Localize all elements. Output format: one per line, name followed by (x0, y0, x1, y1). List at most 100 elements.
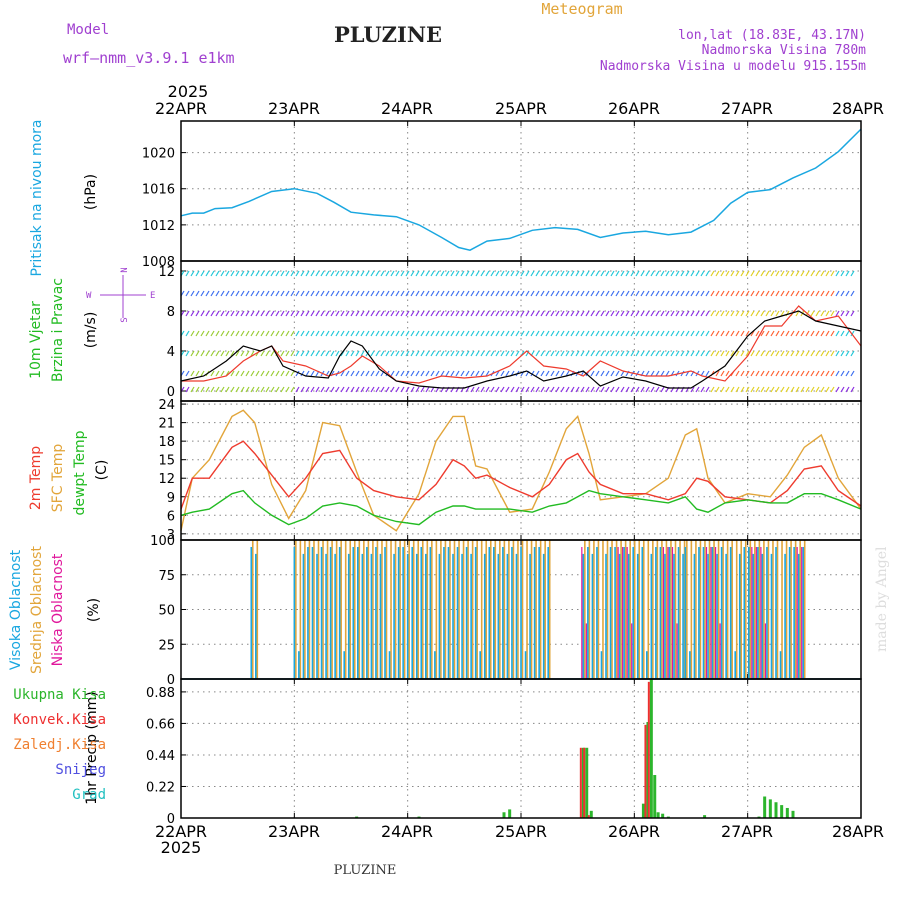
wind-barb (610, 270, 615, 277)
wind-barb (745, 310, 750, 317)
wind-barb (650, 310, 655, 317)
date-label: 25APR (495, 99, 547, 118)
y-tick-label: 8 (167, 305, 175, 320)
wind-barb (660, 270, 665, 277)
wind-barb (390, 310, 395, 317)
wind-barb (405, 330, 410, 337)
wind-barb (695, 290, 700, 297)
wind-barb (350, 290, 355, 297)
wind-barb (775, 370, 780, 377)
wind-barb (820, 330, 825, 337)
wind-barb (660, 310, 665, 317)
y-tick-label: 15 (158, 454, 175, 469)
wind-barb (690, 350, 695, 357)
wind-barb (210, 386, 215, 393)
wind-barb (695, 270, 700, 277)
wind-barb (430, 270, 435, 277)
wind-barb (285, 350, 290, 357)
wind-barb (640, 310, 645, 317)
wind-barb (545, 290, 550, 297)
wind-barb (650, 290, 655, 297)
wind-barb (555, 370, 560, 377)
wind-barb (250, 370, 255, 377)
panel-frame (180, 678, 862, 819)
wind-barb (730, 310, 735, 317)
wind-barb (205, 386, 210, 393)
wind-barb (535, 310, 540, 317)
wind-barb (825, 270, 830, 277)
wind-barb (760, 386, 765, 393)
wind-barb (420, 330, 425, 337)
wind-barb (725, 330, 730, 337)
wind-barb (590, 350, 595, 357)
wind-barb (195, 350, 200, 357)
wind-barb (730, 386, 735, 393)
wind-barb (495, 310, 500, 317)
2m-temp-line (180, 440, 862, 510)
wind-barb (835, 350, 840, 357)
wind-barb (290, 310, 295, 317)
y-tick-label: 25 (158, 638, 175, 653)
wind-barb (395, 270, 400, 277)
wind-barb (425, 270, 430, 277)
wind-barb (550, 386, 555, 393)
wind-barb (580, 270, 585, 277)
wind-barb (230, 330, 235, 337)
wind-barb (265, 386, 270, 393)
wind-barb (535, 270, 540, 277)
y-tick-label: 3 (167, 528, 175, 543)
wind-barb (750, 290, 755, 297)
y-tick-label: 1016 (142, 183, 175, 198)
wind-barb (625, 310, 630, 317)
wind-barb (720, 386, 725, 393)
y-tick-label: 1020 (142, 147, 175, 162)
wind-barb (555, 310, 560, 317)
wind-barb (425, 350, 430, 357)
wind-barb (815, 350, 820, 357)
wind-barb (535, 386, 540, 393)
wind-barb (700, 290, 705, 297)
wind-barb (420, 310, 425, 317)
wind-barb (325, 290, 330, 297)
wind-barb (645, 370, 650, 377)
wind-barb (500, 330, 505, 337)
wind-barb (820, 350, 825, 357)
wind-barb (555, 350, 560, 357)
wind-barb (750, 350, 755, 357)
wind-barb (210, 330, 215, 337)
date-labels-bottom: 22APR 23APR 24APR 25APR 26APR 27APR 28AP… (155, 822, 884, 841)
wind-barb (595, 370, 600, 377)
wind-barb (440, 330, 445, 337)
wind-barb (405, 370, 410, 377)
wind-barb (215, 386, 220, 393)
wind-barb (355, 330, 360, 337)
wind-barb (835, 330, 840, 337)
wind-barb (235, 330, 240, 337)
y-tick-label: 6 (167, 509, 175, 524)
wind-barb (575, 350, 580, 357)
wind-barb (540, 370, 545, 377)
wind-barb (840, 330, 845, 337)
wind-barb (710, 290, 715, 297)
wind-barb (835, 310, 840, 317)
wind-barb (275, 370, 280, 377)
y-tick-label: 21 (158, 417, 175, 432)
legend-zaledj: Zaledj.Kisa (13, 737, 106, 753)
wind-barb (755, 386, 760, 393)
wind-barb (200, 270, 205, 277)
wind-barb (475, 290, 480, 297)
wind-barb (690, 330, 695, 337)
date-label: 22APR (155, 99, 207, 118)
wind-barb (650, 270, 655, 277)
wind-barb (735, 330, 740, 337)
wind-barb (475, 270, 480, 277)
precip-total-bar (653, 775, 657, 818)
wind-barb (560, 270, 565, 277)
wind-barb (520, 310, 525, 317)
wind-barb (400, 310, 405, 317)
wind-barb (785, 330, 790, 337)
y-tick-label: 1012 (142, 219, 175, 234)
wind-barb (380, 350, 385, 357)
precip-legend: Ukupna Kisa Konvek.Kisa Zaledj.Kisa Snij… (13, 687, 106, 803)
wind-barb (680, 270, 685, 277)
